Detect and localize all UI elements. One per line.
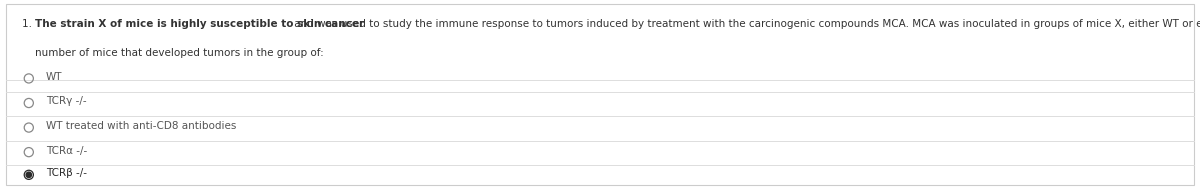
- Ellipse shape: [26, 172, 31, 177]
- Text: TCRγ -/-: TCRγ -/-: [46, 96, 86, 106]
- Text: 1.: 1.: [22, 19, 35, 29]
- Text: and was used to study the immune response to tumors induced by treatment with th: and was used to study the immune respons…: [292, 19, 1200, 29]
- FancyBboxPatch shape: [6, 4, 1194, 185]
- Text: TCRβ -/-: TCRβ -/-: [46, 168, 86, 178]
- Text: WT treated with anti-CD8 antibodies: WT treated with anti-CD8 antibodies: [46, 121, 236, 131]
- Text: The strain X of mice is highly susceptible to skin cancer: The strain X of mice is highly susceptib…: [35, 19, 364, 29]
- Text: WT: WT: [46, 72, 62, 82]
- Text: number of mice that developed tumors in the group of:: number of mice that developed tumors in …: [35, 48, 324, 58]
- Text: TCRα -/-: TCRα -/-: [46, 146, 86, 156]
